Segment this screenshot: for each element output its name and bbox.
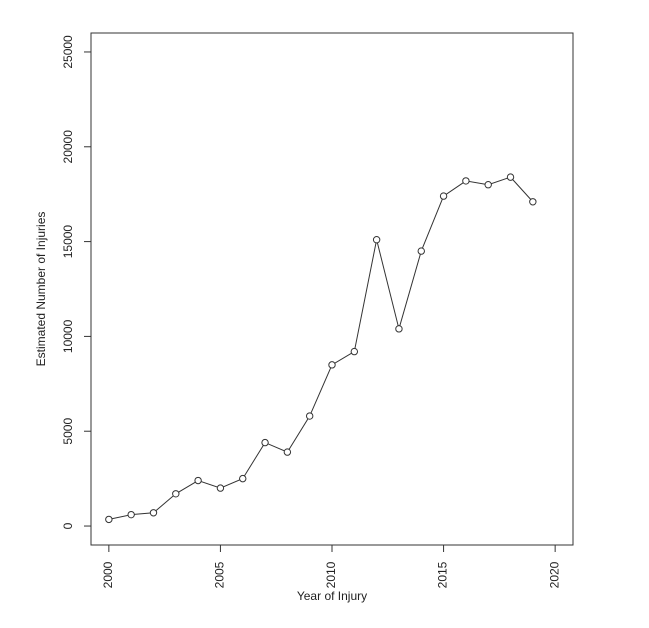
x-tick-label: 2005	[213, 561, 227, 588]
data-point	[172, 490, 180, 498]
y-tick-label: 10000	[61, 319, 75, 353]
data-point	[283, 448, 292, 456]
data-point	[149, 509, 158, 517]
x-axis-label: Year of Injury	[297, 589, 367, 603]
data-point	[105, 515, 113, 524]
data-point	[328, 361, 336, 369]
data-point	[462, 177, 470, 185]
data-point	[372, 235, 381, 244]
data-point	[529, 198, 537, 206]
data-point	[261, 438, 269, 447]
data-point	[439, 192, 448, 200]
x-tick-label: 2010	[324, 561, 338, 588]
y-tick-label: 5000	[61, 418, 75, 445]
data-line	[108, 176, 534, 520]
data-point	[395, 325, 403, 333]
y-tick-label: 0	[61, 522, 75, 529]
x-tick-label: 2015	[436, 561, 450, 588]
data-point	[506, 173, 515, 181]
data-point	[194, 476, 202, 485]
y-tick-label: 15000	[61, 225, 75, 259]
plot-box	[90, 32, 574, 546]
data-point	[239, 474, 247, 483]
data-point	[417, 247, 425, 255]
y-axis-label: Estimated Number of Injuries	[34, 212, 48, 367]
y-tick-label: 25000	[61, 35, 75, 69]
data-point	[127, 510, 135, 519]
x-tick-label: 2000	[101, 561, 115, 588]
data-point	[484, 181, 492, 189]
y-tick-label: 20000	[61, 130, 75, 164]
data-point	[350, 347, 359, 356]
x-tick-label: 2020	[547, 561, 561, 588]
data-point	[216, 484, 225, 492]
data-point	[305, 412, 314, 420]
